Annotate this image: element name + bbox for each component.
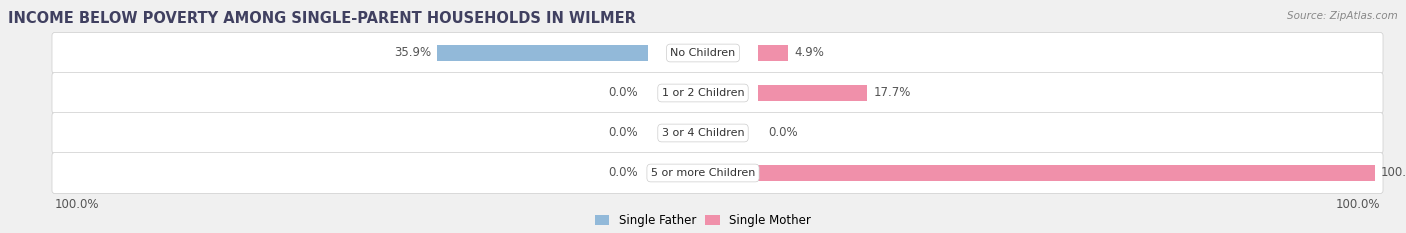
FancyBboxPatch shape <box>52 112 1384 154</box>
Text: 0.0%: 0.0% <box>609 127 638 140</box>
Text: 0.0%: 0.0% <box>768 127 797 140</box>
Text: 3 or 4 Children: 3 or 4 Children <box>662 128 744 138</box>
Bar <box>758 165 1375 181</box>
FancyBboxPatch shape <box>52 72 1384 114</box>
FancyBboxPatch shape <box>52 32 1384 74</box>
Text: 1 or 2 Children: 1 or 2 Children <box>662 88 744 98</box>
Text: 35.9%: 35.9% <box>394 47 430 59</box>
Text: 5 or more Children: 5 or more Children <box>651 168 755 178</box>
Text: 17.7%: 17.7% <box>873 86 911 99</box>
Legend: Single Father, Single Mother: Single Father, Single Mother <box>595 214 811 227</box>
Bar <box>437 45 648 61</box>
Bar <box>758 45 789 61</box>
Text: Source: ZipAtlas.com: Source: ZipAtlas.com <box>1288 11 1398 21</box>
Text: 0.0%: 0.0% <box>609 167 638 179</box>
Text: 4.9%: 4.9% <box>794 47 824 59</box>
Text: 100.0%: 100.0% <box>55 198 100 211</box>
Text: 100.0%: 100.0% <box>1381 167 1406 179</box>
Bar <box>758 85 868 101</box>
Text: INCOME BELOW POVERTY AMONG SINGLE-PARENT HOUSEHOLDS IN WILMER: INCOME BELOW POVERTY AMONG SINGLE-PARENT… <box>8 11 636 26</box>
Text: 0.0%: 0.0% <box>609 86 638 99</box>
Text: 100.0%: 100.0% <box>1336 198 1381 211</box>
FancyBboxPatch shape <box>52 152 1384 194</box>
Text: No Children: No Children <box>671 48 735 58</box>
